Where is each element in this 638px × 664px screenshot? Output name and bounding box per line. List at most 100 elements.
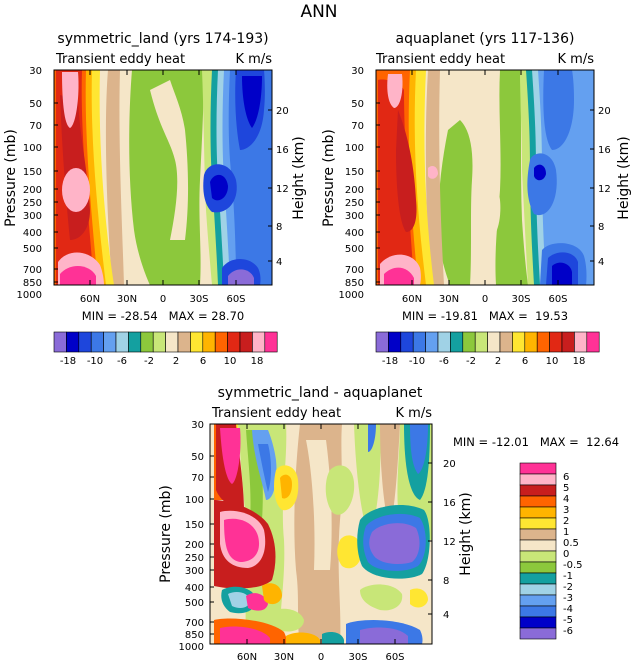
y-tick-labels: 30 50 70 100 150 200 250 300 400 500 700… — [339, 66, 364, 301]
height-tick-label: 12 — [443, 537, 456, 548]
colorbar-swatch — [90, 331, 104, 353]
y-tick-marks — [376, 69, 594, 283]
height-tick-label: 16 — [443, 498, 456, 509]
colorbar-swatch — [561, 331, 575, 353]
colorbar-label: 0.5 — [563, 538, 579, 549]
x-tick-labels: 60N 30N 0 30S 60S — [80, 294, 246, 305]
colorbar-swatch — [519, 462, 557, 475]
colorbar-label: -6 — [117, 356, 127, 367]
x-tick-marks — [246, 424, 396, 644]
height-tick-label: 12 — [276, 184, 289, 195]
colorbar-swatch — [165, 331, 179, 353]
colorbar-swatch — [450, 331, 464, 353]
y-tick-marks — [210, 423, 432, 635]
y-tick-label: 150 — [23, 167, 42, 178]
colorbar-labels: 6 5 4 3 2 1 0.5 0 -0.5 -1 -2 -3 -4 -5 -6 — [563, 472, 583, 637]
colorbar-label: 10 — [224, 356, 237, 367]
y-axis-label: Pressure (mb) — [158, 485, 174, 583]
y-tick-label: 300 — [185, 566, 204, 577]
colorbar-label: 2 — [563, 516, 569, 527]
panel-subtitle-right: K m/s — [396, 406, 433, 421]
y-tick-label: 150 — [185, 520, 204, 531]
colorbar-swatch — [574, 331, 588, 353]
height-tick-label: 4 — [598, 257, 604, 268]
colorbar-swatch — [202, 331, 216, 353]
colorbar-swatch — [549, 331, 563, 353]
colorbar-label: -10 — [87, 356, 103, 367]
colorbar-swatch — [519, 495, 557, 508]
colorbar-label: -2 — [466, 356, 476, 367]
y-tick-label: 300 — [23, 211, 42, 222]
colorbar-swatch — [252, 331, 266, 353]
y-tick-label: 1000 — [339, 290, 364, 301]
height-tick-label: 4 — [443, 610, 449, 621]
colorbar-label: 4 — [563, 494, 569, 505]
y-tick-label: 30 — [29, 66, 42, 77]
y-tick-label: 30 — [351, 66, 364, 77]
colorbar-swatch — [425, 331, 439, 353]
colorbar-swatch — [53, 331, 67, 353]
y-tick-label: 850 — [345, 278, 364, 289]
y-tick-label: 500 — [345, 244, 364, 255]
y-tick-label: 400 — [23, 228, 42, 239]
y-tick-label: 700 — [185, 618, 204, 629]
height-tick-labels: 20 16 12 8 4 — [443, 459, 456, 621]
colorbar-swatch — [227, 331, 241, 353]
colorbar-label: 18 — [573, 356, 586, 367]
colorbar-swatch — [128, 331, 142, 353]
x-tick-label: 60S — [548, 294, 567, 305]
colorbar-label: -3 — [563, 593, 573, 604]
y-tick-label: 70 — [191, 473, 204, 484]
colorbar-swatch — [177, 331, 191, 353]
colorbar-swatch — [66, 331, 80, 353]
colorbar-label: 3 — [563, 505, 569, 516]
x-tick-label: 30N — [117, 294, 137, 305]
colorbar-swatch — [462, 331, 476, 353]
x-tick-label: 60N — [80, 294, 100, 305]
colorbar-swatch — [519, 594, 557, 607]
colorbar-swatch — [519, 517, 557, 530]
panel-subtitle-right: K m/s — [236, 52, 273, 67]
x-tick-label: 30S — [348, 652, 367, 663]
min-max-readout: MIN = -12.01 MAX = 12.64 — [453, 435, 619, 449]
page-title: ANN — [300, 2, 337, 22]
colorbar-swatch — [519, 506, 557, 519]
panel-symmetric-land: symmetric_land (yrs 174-193) Transient e… — [3, 31, 307, 367]
y-tick-label: 250 — [23, 198, 42, 209]
colorbar-label: -6 — [439, 356, 449, 367]
height-tick-label: 8 — [598, 222, 604, 233]
y-tick-label: 50 — [351, 99, 364, 110]
contour-field — [210, 424, 432, 644]
y-axis-label: Pressure (mb) — [3, 129, 19, 227]
colorbar-label: 0 — [563, 549, 569, 560]
x-tick-label: 0 — [160, 294, 166, 305]
colorbar-swatches — [53, 331, 278, 353]
colorbar-swatch — [264, 331, 278, 353]
panel-title: symmetric_land - aquaplanet — [218, 385, 423, 401]
colorbar-label: -4 — [563, 604, 573, 615]
colorbar-swatch — [519, 484, 557, 497]
y-tick-label: 100 — [185, 495, 204, 506]
panel-title: aquaplanet (yrs 117-136) — [396, 31, 575, 47]
y-axis-label-right: Height (km) — [291, 136, 307, 219]
colorbar-labels: -18 -10 -6 -2 2 6 10 18 — [60, 356, 264, 367]
y-tick-label: 100 — [345, 143, 364, 154]
y-tick-label: 850 — [185, 630, 204, 641]
x-tick-labels: 60N 30N 0 30S 60S — [402, 294, 568, 305]
y-tick-marks — [54, 69, 272, 283]
colorbar-label: 6 — [563, 472, 569, 483]
colorbar-label: -0.5 — [563, 560, 583, 571]
y-tick-label: 250 — [345, 198, 364, 209]
y-tick-label: 150 — [345, 167, 364, 178]
y-tick-label: 400 — [345, 228, 364, 239]
height-tick-labels: 20 16 12 8 4 — [598, 106, 611, 268]
colorbar-label: -10 — [409, 356, 425, 367]
x-tick-label: 30S — [189, 294, 208, 305]
colorbar-swatch — [519, 528, 557, 541]
y-tick-label: 250 — [185, 553, 204, 564]
x-tick-label: 0 — [482, 294, 488, 305]
colorbar-swatch — [78, 331, 92, 353]
colorbar: 6 5 4 3 2 1 0.5 0 -0.5 -1 -2 -3 -4 -5 -6 — [519, 462, 583, 640]
x-tick-label: 60N — [237, 652, 257, 663]
